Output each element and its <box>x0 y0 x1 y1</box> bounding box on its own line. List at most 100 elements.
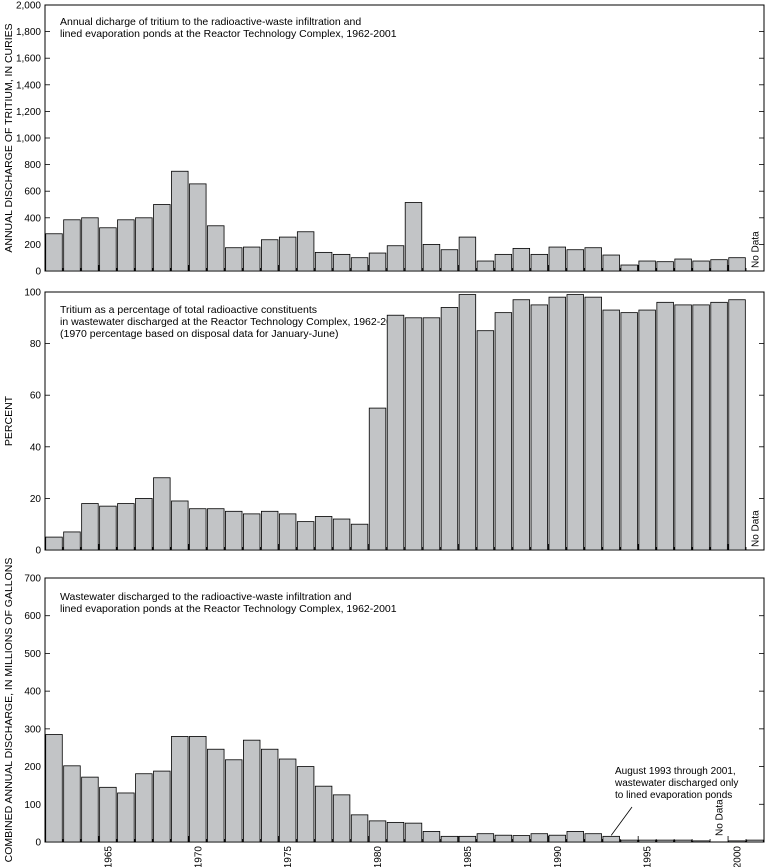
bar-1992 <box>584 296 602 551</box>
bar-2000 <box>728 257 746 272</box>
chart-title-line3: (1970 percentage based on disposal data … <box>60 328 338 340</box>
x-tick-label: 1970 <box>193 846 204 867</box>
bar-1971 <box>207 225 225 272</box>
tritium-curies-chart: Annual dicharge of tritium to the radioa… <box>3 1 765 278</box>
y-tick-label: 1,800 <box>16 27 41 38</box>
y-tick-label: 0 <box>35 267 41 278</box>
bar-1990 <box>548 246 566 272</box>
bar-1993 <box>602 309 620 551</box>
x-tick-label: 1985 <box>463 846 474 867</box>
bar-1964 <box>81 503 99 551</box>
bar-1996 <box>656 261 674 272</box>
bar-1974 <box>260 239 279 272</box>
bar-1981 <box>386 314 405 551</box>
y-tick-label: 2,000 <box>16 1 41 12</box>
bars <box>45 170 746 272</box>
y-tick-label: 200 <box>24 240 41 251</box>
y-tick-label: 1,200 <box>16 107 41 118</box>
bar-1967 <box>135 497 153 551</box>
chart-title-line1: Annual dicharge of tritium to the radioa… <box>60 16 361 28</box>
bar-1991 <box>566 249 584 272</box>
bar-1992 <box>584 833 602 843</box>
x-axis: 1965 1970 1975 1980 1985 1990 1995 2000 <box>44 836 747 867</box>
bar-1973 <box>243 513 261 551</box>
bar-1996 <box>656 301 674 551</box>
y-tick-label: 20 <box>30 494 42 505</box>
callout-text-line3: to lined evaporation ponds <box>615 790 732 801</box>
bar-1994 <box>620 264 638 272</box>
bars <box>45 294 746 551</box>
bar-1981 <box>386 821 405 843</box>
bar-1971 <box>207 508 225 551</box>
bar-1989 <box>530 253 549 272</box>
y-tick-label: 500 <box>24 649 41 660</box>
bar-1982 <box>404 202 423 272</box>
bar-1994 <box>620 839 638 843</box>
bar-1978 <box>332 518 351 551</box>
no-data-annotation: No Data <box>751 510 762 547</box>
y-axis: 0 20 40 60 80 100 <box>24 288 764 557</box>
y-tick-label: 800 <box>24 160 41 171</box>
bar-1985 <box>458 835 477 843</box>
bar-1998 <box>692 840 710 843</box>
bar-1970 <box>189 736 207 843</box>
bar-2001 <box>746 839 764 843</box>
y-tick-label: 200 <box>24 762 41 773</box>
y-tick-label: 300 <box>24 724 41 735</box>
bar-1998 <box>692 304 710 551</box>
bar-1972 <box>225 759 243 843</box>
bar-1977 <box>314 251 333 272</box>
bar-1983 <box>422 243 441 272</box>
bar-2000 <box>728 840 746 843</box>
bar-1963 <box>63 531 81 551</box>
bar-1999 <box>710 259 728 272</box>
bar-1966 <box>117 503 135 551</box>
bar-1968 <box>153 477 171 551</box>
y-tick-label: 600 <box>24 187 41 198</box>
x-axis <box>44 544 747 550</box>
bar-1991 <box>566 831 584 843</box>
bar-1962 <box>45 233 63 272</box>
bar-1997 <box>674 839 692 843</box>
bar-1980 <box>368 407 387 551</box>
bar-1962 <box>45 536 63 551</box>
bar-1971 <box>207 748 225 843</box>
bar-1997 <box>674 304 692 551</box>
bar-1988 <box>512 835 531 843</box>
y-axis: 0 200 400 600 800 1,000 1,200 1,400 1,600 1,800 2,… <box>16 1 764 278</box>
bar-1988 <box>512 247 531 272</box>
bar-1999 <box>710 301 728 551</box>
y-tick-label: 40 <box>30 442 42 453</box>
bar-1985 <box>458 294 477 551</box>
bar-1966 <box>117 792 135 843</box>
bar-1972 <box>225 510 243 551</box>
bar-1985 <box>458 236 477 272</box>
x-tick-label: 1980 <box>373 846 384 867</box>
x-tick-label: 1965 <box>103 846 114 867</box>
tritium-percent-chart: Tritium as a percentage of total radioac… <box>3 288 765 557</box>
bar-1978 <box>332 794 351 843</box>
bar-1973 <box>243 246 261 272</box>
y-tick-label: 60 <box>30 391 42 402</box>
bar-1990 <box>548 834 566 843</box>
callout-leader-line <box>610 806 633 836</box>
plot-frame <box>44 4 765 272</box>
y-tick-label: 1,400 <box>16 80 41 91</box>
bar-1977 <box>314 785 333 843</box>
x-tick-label: 1975 <box>283 846 294 867</box>
y-tick-label: 100 <box>24 288 41 299</box>
bar-1987 <box>494 312 513 551</box>
bar-1974 <box>260 748 279 843</box>
bar-1981 <box>386 245 405 272</box>
bar-1994 <box>620 312 638 551</box>
y-axis: 0 100 200 300 400 500 600 700 <box>24 574 764 849</box>
no-data-annotation: No Data <box>751 231 762 268</box>
bar-1975 <box>278 236 297 272</box>
y-axis-label: COMBINED ANNUAL DISCHARGE, IN MILLIONS O… <box>3 558 15 863</box>
bar-1969 <box>171 170 189 272</box>
bar-1975 <box>278 758 297 843</box>
y-tick-label: 80 <box>30 339 42 350</box>
bar-1991 <box>566 294 584 551</box>
bar-1965 <box>99 227 117 272</box>
